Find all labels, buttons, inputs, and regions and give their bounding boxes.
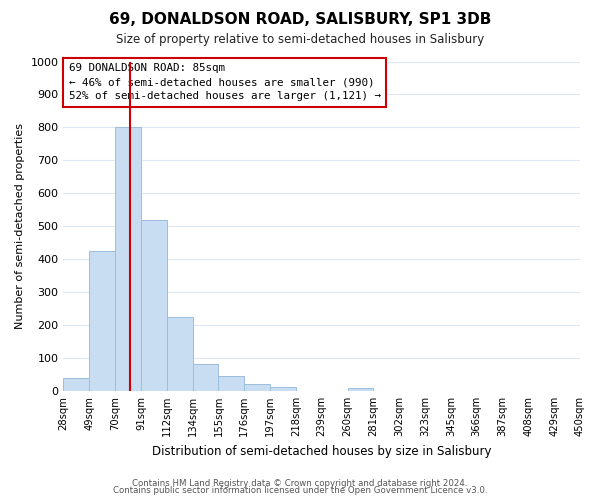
Text: Size of property relative to semi-detached houses in Salisbury: Size of property relative to semi-detach… — [116, 32, 484, 46]
Bar — [270, 386, 296, 391]
Bar — [244, 384, 270, 391]
Bar — [89, 251, 115, 391]
Text: 69, DONALDSON ROAD, SALISBURY, SP1 3DB: 69, DONALDSON ROAD, SALISBURY, SP1 3DB — [109, 12, 491, 28]
Bar — [167, 317, 193, 391]
Text: Contains HM Land Registry data © Crown copyright and database right 2024.: Contains HM Land Registry data © Crown c… — [132, 478, 468, 488]
Bar — [141, 220, 167, 391]
Text: Contains public sector information licensed under the Open Government Licence v3: Contains public sector information licen… — [113, 486, 487, 495]
Bar — [115, 128, 141, 391]
Bar — [347, 388, 373, 391]
Bar — [193, 364, 218, 391]
Bar — [218, 376, 244, 391]
Y-axis label: Number of semi-detached properties: Number of semi-detached properties — [15, 123, 25, 329]
Text: 69 DONALDSON ROAD: 85sqm
← 46% of semi-detached houses are smaller (990)
52% of : 69 DONALDSON ROAD: 85sqm ← 46% of semi-d… — [68, 63, 380, 101]
X-axis label: Distribution of semi-detached houses by size in Salisbury: Distribution of semi-detached houses by … — [152, 444, 491, 458]
Bar — [64, 378, 89, 391]
